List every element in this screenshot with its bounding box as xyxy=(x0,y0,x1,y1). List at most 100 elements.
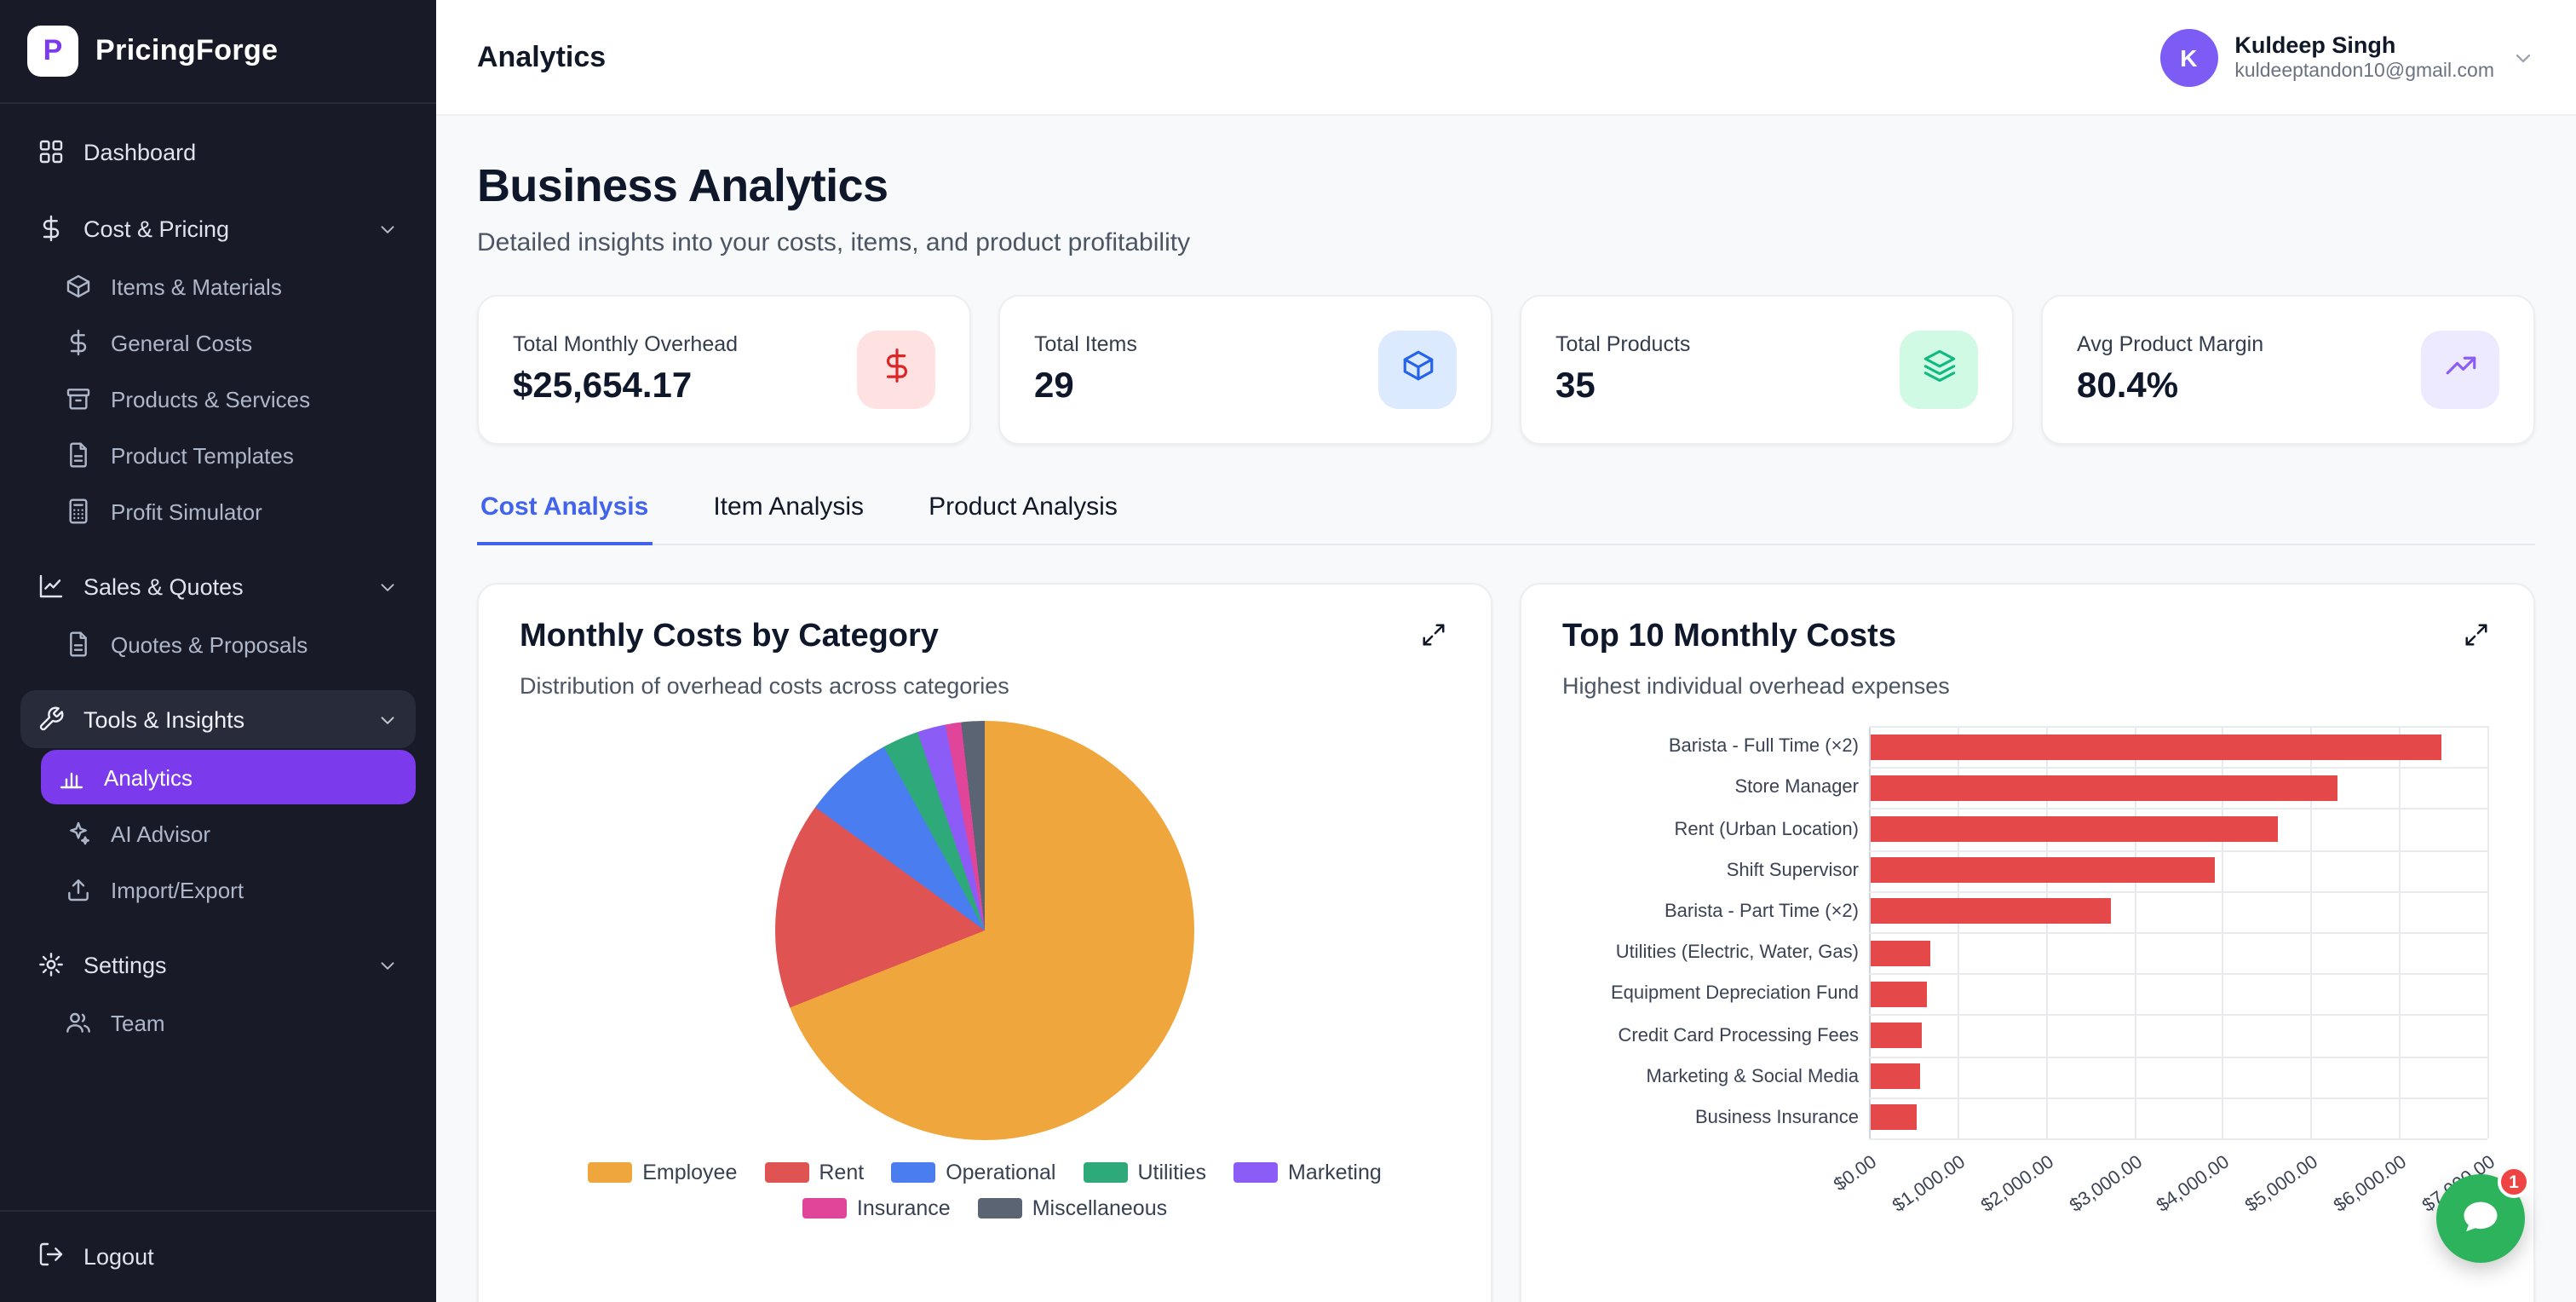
stats-row: Total Monthly Overhead $25,654.17 Total It… xyxy=(477,295,2535,445)
legend-item-miscellaneous: Miscellaneous xyxy=(977,1196,1167,1220)
upload-icon xyxy=(65,876,92,903)
app-name: PricingForge xyxy=(95,34,279,66)
sidebar-item-dashboard[interactable]: Dashboard xyxy=(20,123,416,181)
sidebar-item-cost-pricing[interactable]: Cost & Pricing xyxy=(20,199,416,257)
sidebar-item-analytics[interactable]: Analytics xyxy=(41,750,416,804)
chevron-down-icon xyxy=(377,217,399,239)
pie-chart-card: Monthly Costs by Category Distribution o… xyxy=(477,583,1492,1302)
bar-shift-supervisor[interactable] xyxy=(1871,857,2216,884)
bar-credit-card-processing-fees[interactable] xyxy=(1871,1023,1923,1048)
bar-chart-title: Top 10 Monthly Costs xyxy=(1562,619,1896,654)
sidebar-item-items-materials[interactable]: Items & Materials xyxy=(48,259,416,314)
sidebar-item-label: Settings xyxy=(83,952,167,977)
legend-item-utilities: Utilities xyxy=(1083,1161,1206,1184)
content-column: Analytics K Kuldeep Singh kuldeeptandon1… xyxy=(436,0,2576,1302)
tab-product-analysis[interactable]: Product Analysis xyxy=(929,493,1118,521)
bar-chart-subtitle: Highest individual overhead expenses xyxy=(1562,673,1950,699)
bar-category-label: Barista - Full Time (×2) xyxy=(1668,736,1859,758)
h-gridline xyxy=(1869,808,2487,810)
h-gridline xyxy=(1869,726,2487,728)
stat-value: 35 xyxy=(1555,366,1596,406)
sidebar-item-label: Profit Simulator xyxy=(111,498,262,524)
sidebar-item-label: Team xyxy=(111,1010,165,1035)
bar-chart-icon xyxy=(58,763,85,791)
bar-category-label: Shift Supervisor xyxy=(1726,860,1859,881)
dollar-icon xyxy=(37,215,65,242)
expand-pie-chart-button[interactable] xyxy=(1417,619,1450,656)
sidebar-item-label: Cost & Pricing xyxy=(83,216,230,241)
stat-info: Total Items 29 xyxy=(1034,332,1137,407)
h-gridline xyxy=(1869,1138,2487,1140)
sidebar-item-logout[interactable]: Logout xyxy=(0,1210,436,1302)
sidebar-item-general-costs[interactable]: General Costs xyxy=(48,315,416,370)
legend-label: Utilities xyxy=(1137,1161,1207,1184)
tab-cost-analysis[interactable]: Cost Analysis xyxy=(477,493,653,545)
sidebar-item-label: Product Templates xyxy=(111,442,294,468)
logout-icon xyxy=(37,1241,65,1273)
sidebar-item-team[interactable]: Team xyxy=(48,995,416,1050)
package-icon xyxy=(1400,348,1435,392)
trending-up-icon xyxy=(2442,348,2478,392)
bar-rent-urban-location[interactable] xyxy=(1871,816,2277,842)
users-icon xyxy=(65,1009,92,1036)
user-menu[interactable]: K Kuldeep Singh kuldeeptandon10@gmail.co… xyxy=(2159,28,2535,86)
legend-swatch xyxy=(977,1198,1022,1218)
legend-swatch xyxy=(891,1162,936,1183)
sidebar-item-tools-insights[interactable]: Tools & Insights xyxy=(20,690,416,748)
bar-chart-card: Top 10 Monthly Costs Highest individual … xyxy=(1520,583,2535,1302)
sidebar-item-label: Analytics xyxy=(104,764,193,790)
stat-label: Total Items xyxy=(1034,332,1137,356)
legend-label: Insurance xyxy=(856,1196,951,1220)
expand-bar-chart-button[interactable] xyxy=(2460,619,2493,656)
sidebar-item-sales-quotes[interactable]: Sales & Quotes xyxy=(20,557,416,615)
x-axis-tick-label: $0.00 xyxy=(1830,1152,1881,1196)
sidebar-item-label: Dashboard xyxy=(83,139,197,164)
line-chart-icon xyxy=(37,573,65,600)
sidebar-nav: Dashboard Cost & Pricing Items & Materials… xyxy=(0,104,436,1210)
bar-barista-full-time-2[interactable] xyxy=(1871,734,2441,760)
sidebar-item-quotes-proposals[interactable]: Quotes & Proposals xyxy=(48,617,416,671)
sidebar-item-profit-simulator[interactable]: Profit Simulator xyxy=(48,484,416,539)
h-gridline xyxy=(1869,890,2487,893)
sidebar-item-ai-advisor[interactable]: AI Advisor xyxy=(48,806,416,861)
sidebar-item-product-templates[interactable]: Product Templates xyxy=(48,428,416,482)
file-icon xyxy=(65,441,92,469)
stat-card-total-items: Total Items 29 xyxy=(998,295,1492,445)
pie-chart[interactable] xyxy=(775,721,1194,1140)
legend-swatch xyxy=(764,1162,809,1183)
tab-item-analysis[interactable]: Item Analysis xyxy=(713,493,865,521)
bar-category-label: Equipment Depreciation Fund xyxy=(1610,983,1859,1005)
user-info: Kuldeep Singh kuldeeptandon10@gmail.com xyxy=(2234,32,2494,82)
app-logo-icon: P xyxy=(27,26,78,77)
sidebar-item-settings[interactable]: Settings xyxy=(20,936,416,994)
sidebar-item-import-export[interactable]: Import/Export xyxy=(48,862,416,917)
logout-label: Logout xyxy=(83,1244,154,1270)
pie-chart-area: Employee Rent Operational Utilities Marketin… xyxy=(520,699,1450,1220)
stat-value: $25,654.17 xyxy=(513,366,693,406)
sidebar-item-label: General Costs xyxy=(111,330,253,355)
legend-swatch xyxy=(588,1162,633,1183)
bar-equipment-depreciation-fund[interactable] xyxy=(1871,981,1927,1007)
bar-marketing-social-media[interactable] xyxy=(1871,1063,1919,1090)
bar-barista-part-time-2[interactable] xyxy=(1871,898,2112,925)
dollar-icon xyxy=(878,348,914,392)
stat-icon-badge xyxy=(1900,331,1978,409)
legend-swatch xyxy=(1233,1162,1279,1183)
legend-swatch xyxy=(802,1198,847,1218)
legend-item-rent: Rent xyxy=(764,1161,864,1184)
legend-item-employee: Employee xyxy=(588,1161,737,1184)
bar-category-label: Barista - Part Time (×2) xyxy=(1664,901,1859,922)
chevron-down-icon xyxy=(377,575,399,597)
bar-category-label: Credit Card Processing Fees xyxy=(1618,1025,1859,1046)
legend-label: Rent xyxy=(819,1161,865,1184)
bar-store-manager[interactable] xyxy=(1871,775,2337,801)
app-logo-row[interactable]: P PricingForge xyxy=(0,0,436,104)
file-icon xyxy=(65,631,92,658)
sidebar-item-products-services[interactable]: Products & Services xyxy=(48,372,416,426)
dollar-icon xyxy=(65,329,92,356)
bar-utilities-electric-water-gas[interactable] xyxy=(1871,940,1931,966)
page-title: Business Analytics xyxy=(477,160,888,211)
h-gridline xyxy=(1869,850,2487,852)
bar-business-insurance[interactable] xyxy=(1871,1104,1917,1131)
